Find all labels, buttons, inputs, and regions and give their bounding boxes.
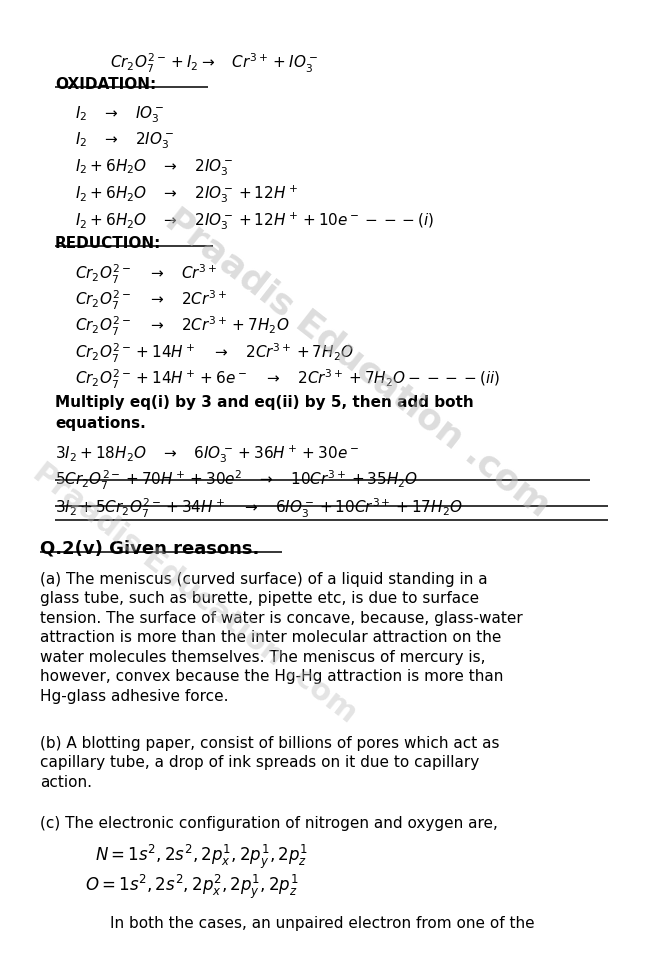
Text: $O = 1s^2,2s^2,2p_x^2,2p_y^1,2p_z^1$: $O = 1s^2,2s^2,2p_x^2,2p_y^1,2p_z^1$: [85, 873, 298, 902]
Text: Hg-glass adhesive force.: Hg-glass adhesive force.: [40, 689, 229, 704]
Text: Praadis Education .com: Praadis Education .com: [27, 457, 363, 728]
Text: $Cr_2O_7^{2-} \quad\rightarrow\quad 2Cr^{3+}$: $Cr_2O_7^{2-} \quad\rightarrow\quad 2Cr^…: [75, 289, 228, 313]
Text: $N = 1s^2,2s^2,2p_x^1,2p_y^1,2p_z^1$: $N = 1s^2,2s^2,2p_x^1,2p_y^1,2p_z^1$: [95, 843, 308, 871]
Text: attraction is more than the inter molecular attraction on the: attraction is more than the inter molecu…: [40, 631, 501, 645]
Text: Multiply eq(i) by 3 and eq(ii) by 5, then add both: Multiply eq(i) by 3 and eq(ii) by 5, the…: [55, 395, 474, 410]
Text: In both the cases, an unpaired electron from one of the: In both the cases, an unpaired electron …: [110, 916, 534, 931]
Text: (b) A blotting paper, consist of billions of pores which act as: (b) A blotting paper, consist of billion…: [40, 736, 499, 751]
Text: glass tube, such as burette, pipette etc, is due to surface: glass tube, such as burette, pipette etc…: [40, 592, 479, 606]
Text: $I_2+6H_2O \quad\rightarrow\quad 2IO_3^-$: $I_2+6H_2O \quad\rightarrow\quad 2IO_3^-…: [75, 157, 233, 178]
Text: Q.2(v) Given reasons.: Q.2(v) Given reasons.: [40, 540, 259, 558]
Text: $Cr_2O_7^{2-} \quad\rightarrow\quad 2Cr^{3+}+7H_2O$: $Cr_2O_7^{2-} \quad\rightarrow\quad 2Cr^…: [75, 315, 289, 338]
Text: (c) The electronic configuration of nitrogen and oxygen are,: (c) The electronic configuration of nitr…: [40, 816, 498, 831]
Text: action.: action.: [40, 775, 92, 790]
Text: $Cr_2O_7^{2-}+I_2 \rightarrow \quad Cr^{3+}+IO_3^-$: $Cr_2O_7^{2-}+I_2 \rightarrow \quad Cr^{…: [110, 52, 318, 76]
Text: $3I_2+5Cr_2O_7^{2-}+34H^+ \quad\rightarrow\quad 6IO_3^-+10Cr^{3+}+17H_2O$: $3I_2+5Cr_2O_7^{2-}+34H^+ \quad\rightarr…: [55, 497, 463, 520]
Text: $I_2 \quad\rightarrow\quad IO_3^-$: $I_2 \quad\rightarrow\quad IO_3^-$: [75, 104, 164, 124]
Text: (a) The meniscus (curved surface) of a liquid standing in a: (a) The meniscus (curved surface) of a l…: [40, 572, 488, 587]
Text: $3I_2+18H_2O \quad\rightarrow\quad 6IO_3^-+36H^++30e^-$: $3I_2+18H_2O \quad\rightarrow\quad 6IO_3…: [55, 443, 359, 465]
Text: however, convex because the Hg-Hg attraction is more than: however, convex because the Hg-Hg attrac…: [40, 669, 503, 684]
Text: $Cr_2O_7^{2-} \quad\rightarrow\quad Cr^{3+}$: $Cr_2O_7^{2-} \quad\rightarrow\quad Cr^{…: [75, 263, 218, 286]
Text: $Cr_2O_7^{2-}+14H^+ \quad\rightarrow\quad 2Cr^{3+}+7H_2O$: $Cr_2O_7^{2-}+14H^+ \quad\rightarrow\qua…: [75, 342, 354, 365]
Text: tension. The surface of water is concave, because, glass-water: tension. The surface of water is concave…: [40, 611, 523, 626]
Text: water molecules themselves. The meniscus of mercury is,: water molecules themselves. The meniscus…: [40, 650, 486, 665]
Text: Praadis Education .com: Praadis Education .com: [159, 203, 556, 524]
Text: capillary tube, a drop of ink spreads on it due to capillary: capillary tube, a drop of ink spreads on…: [40, 755, 479, 771]
Text: equations.: equations.: [55, 416, 146, 431]
Text: $Cr_2O_7^{2-}+14H^++6e^- \quad\rightarrow\quad 2Cr^{3+}+7H_2O----(ii)$: $Cr_2O_7^{2-}+14H^++6e^- \quad\rightarro…: [75, 368, 500, 391]
Text: $I_2+6H_2O \quad\rightarrow\quad 2IO_3^-+12H^++10e^- ---(i)$: $I_2+6H_2O \quad\rightarrow\quad 2IO_3^-…: [75, 210, 434, 231]
Text: $I_2+6H_2O \quad\rightarrow\quad 2IO_3^-+12H^+$: $I_2+6H_2O \quad\rightarrow\quad 2IO_3^-…: [75, 183, 298, 205]
Text: $5Cr_2O_7^{2-}+70H^++30e^2 \quad\rightarrow\quad 10Cr^{3+}+35H_2O$: $5Cr_2O_7^{2-}+70H^++30e^2 \quad\rightar…: [55, 469, 419, 492]
Text: REDUCTION:: REDUCTION:: [55, 236, 161, 251]
Text: $I_2 \quad\rightarrow\quad 2IO_3^-$: $I_2 \quad\rightarrow\quad 2IO_3^-$: [75, 130, 174, 150]
Text: OXIDATION:: OXIDATION:: [55, 77, 156, 92]
